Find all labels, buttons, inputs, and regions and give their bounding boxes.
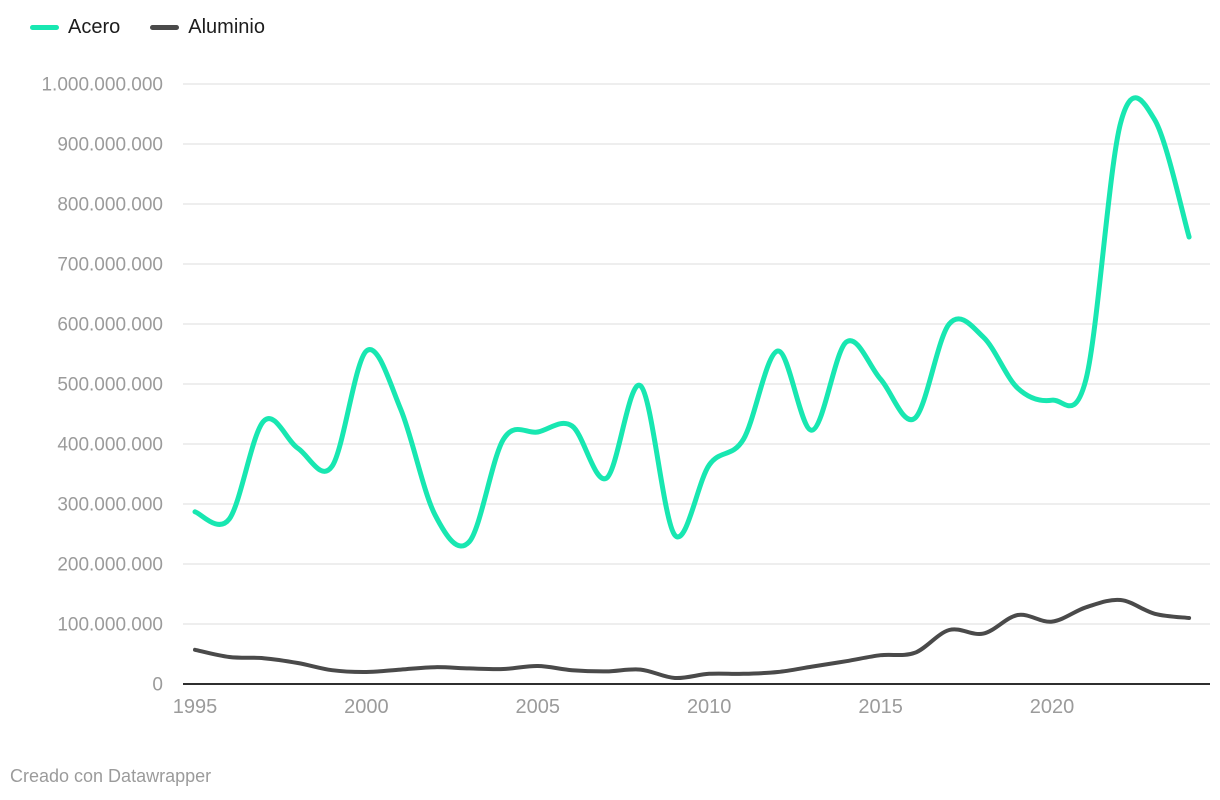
y-tick-label: 600.000.000 bbox=[57, 315, 163, 336]
x-tick-label: 2010 bbox=[687, 696, 732, 718]
series-line-aluminio bbox=[193, 597, 1192, 681]
legend-item-acero: Acero bbox=[30, 17, 120, 37]
line-chart-canvas: 1.000.000.000 900.000.000 800.000.000 700.0… bbox=[41, 75, 1210, 718]
x-tick-label: 1995 bbox=[173, 696, 218, 718]
y-tick-label: 200.000.000 bbox=[57, 555, 163, 576]
y-tick-label: 100.000.000 bbox=[57, 615, 163, 636]
x-tick-label: 2000 bbox=[344, 696, 389, 718]
y-tick-label: 400.000.000 bbox=[57, 435, 163, 456]
credit-line: Creado con Datawrapper bbox=[10, 766, 212, 786]
legend-label-acero: Acero bbox=[68, 16, 121, 38]
y-tick-label: 800.000.000 bbox=[57, 195, 163, 216]
x-tick-label: 2015 bbox=[858, 696, 903, 718]
y-tick-label: 1.000.000.000 bbox=[41, 75, 163, 96]
y-tick-label: 900.000.000 bbox=[57, 135, 163, 156]
x-tick-label: 2020 bbox=[1030, 696, 1075, 718]
legend: Acero Aluminio bbox=[30, 17, 265, 37]
x-tick-label: 2005 bbox=[516, 696, 561, 718]
y-tick-label: 700.000.000 bbox=[57, 255, 163, 276]
legend-item-aluminio: Aluminio bbox=[150, 17, 265, 37]
legend-swatch-aluminio-icon bbox=[150, 24, 180, 30]
series-line-acero bbox=[192, 95, 1192, 549]
y-tick-label: 500.000.000 bbox=[57, 375, 163, 396]
legend-label-aluminio: Aluminio bbox=[188, 16, 265, 38]
y-tick-label: 300.000.000 bbox=[57, 495, 163, 516]
legend-swatch-acero-icon bbox=[30, 24, 59, 30]
y-tick-label: 0 bbox=[152, 675, 163, 696]
